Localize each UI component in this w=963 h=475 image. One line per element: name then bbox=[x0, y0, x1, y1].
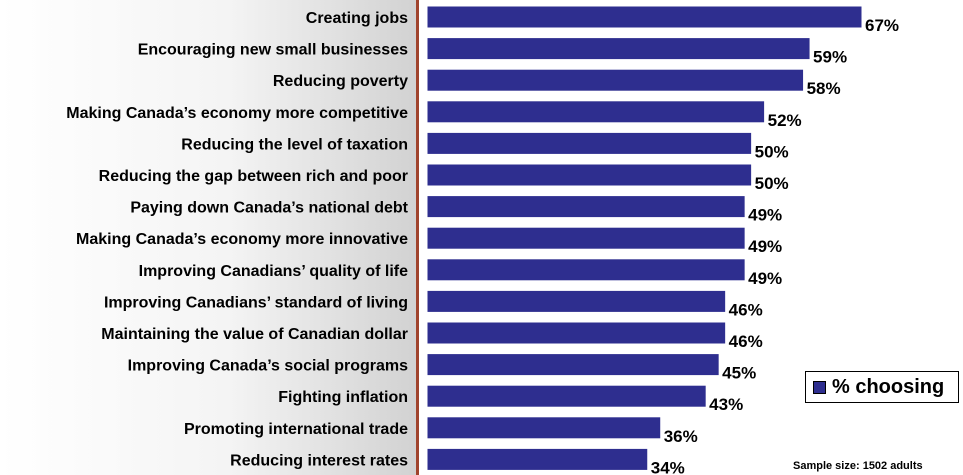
bar bbox=[426, 353, 720, 377]
category-label: Making Canada’s economy more competitive bbox=[66, 105, 408, 122]
value-label: 49% bbox=[748, 237, 782, 256]
bar bbox=[426, 163, 753, 187]
value-label: 36% bbox=[664, 427, 698, 446]
bar bbox=[426, 416, 662, 440]
category-labels: Creating jobs Encouraging new small busin… bbox=[66, 10, 408, 469]
category-label: Improving Canadians’ quality of life bbox=[139, 263, 408, 280]
category-label: Paying down Canada’s national debt bbox=[130, 200, 408, 217]
category-label: Reducing the gap between rich and poor bbox=[99, 168, 408, 185]
value-label: 67% bbox=[865, 16, 899, 35]
category-label: Encouraging new small businesses bbox=[138, 42, 408, 59]
category-label: Reducing poverty bbox=[273, 73, 408, 90]
legend-label: % choosing bbox=[832, 375, 945, 398]
value-label: 34% bbox=[651, 458, 685, 475]
bar bbox=[426, 226, 746, 250]
category-label: Fighting inflation bbox=[278, 389, 408, 406]
value-label: 50% bbox=[755, 142, 789, 161]
bar bbox=[426, 100, 766, 124]
category-label-panel bbox=[0, 0, 416, 475]
value-label: 45% bbox=[722, 364, 756, 383]
value-label: 43% bbox=[709, 395, 743, 414]
sample-size-note: Sample size: 1502 adults bbox=[793, 460, 923, 472]
value-label: 46% bbox=[729, 332, 763, 351]
category-label: Improving Canadians’ standard of living bbox=[104, 294, 408, 311]
bar bbox=[426, 195, 746, 219]
value-label: 52% bbox=[768, 111, 802, 130]
category-label: Improving Canada’s social programs bbox=[128, 358, 408, 375]
category-label: Reducing interest rates bbox=[230, 452, 408, 469]
category-label: Promoting international trade bbox=[184, 421, 408, 438]
bar bbox=[426, 258, 746, 282]
bar bbox=[426, 289, 727, 313]
bar bbox=[426, 131, 753, 155]
category-axis-line bbox=[416, 0, 419, 475]
category-label: Maintaining the value of Canadian dollar bbox=[101, 326, 408, 343]
value-label: 49% bbox=[748, 206, 782, 225]
bar bbox=[426, 68, 805, 92]
value-label: 58% bbox=[807, 79, 841, 98]
value-label: 59% bbox=[813, 48, 847, 67]
bar bbox=[426, 447, 649, 471]
category-label: Making Canada’s economy more innovative bbox=[76, 231, 408, 248]
value-label: 50% bbox=[755, 174, 789, 193]
value-label: 49% bbox=[748, 269, 782, 288]
value-labels: 67% 59% 58% 52% 50% 50% 49% 49% 49% 46% 46% 45% 43% 3… bbox=[651, 16, 899, 475]
legend: % choosing bbox=[805, 371, 959, 403]
legend-swatch bbox=[813, 380, 826, 394]
value-label: 46% bbox=[729, 300, 763, 319]
category-label: Reducing the level of taxation bbox=[181, 136, 408, 153]
bars bbox=[426, 5, 863, 471]
bar bbox=[426, 37, 811, 61]
bar bbox=[426, 384, 707, 408]
bar bbox=[426, 321, 727, 345]
category-label: Creating jobs bbox=[306, 10, 408, 27]
bar bbox=[426, 5, 863, 29]
